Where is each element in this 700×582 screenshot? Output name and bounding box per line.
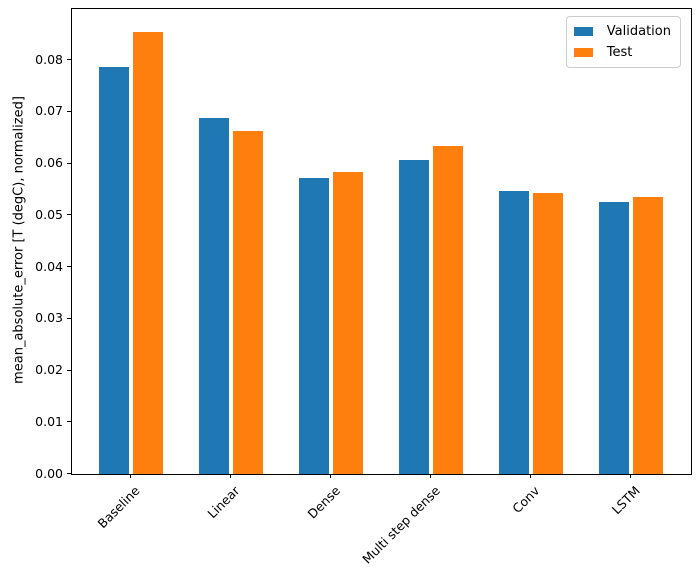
y-tick-mark (67, 162, 71, 164)
bar-validation-lstm (599, 202, 629, 474)
x-tick-mark (630, 474, 631, 478)
bar-test-lstm (633, 197, 663, 474)
legend: Validation Test (565, 16, 681, 68)
x-tick-label-lstm: LSTM (608, 483, 643, 518)
y-tick-mark (67, 473, 71, 474)
y-tick-label: 0.01 (35, 413, 63, 429)
bar-validation-conv (499, 191, 529, 474)
x-tick-label-baseline: Baseline (94, 483, 143, 532)
y-tick-label: 0.07 (35, 103, 63, 119)
bar-test-conv (533, 192, 563, 474)
x-tick-label-conv: Conv (509, 483, 543, 517)
y-tick-mark (67, 266, 71, 268)
y-axis-label: mean_absolute_error [T (degC), normalize… (11, 96, 27, 384)
bar-validation-multi-step-dense (399, 159, 429, 474)
legend-item-validation: Validation (573, 24, 671, 39)
y-tick-label: 0.08 (35, 51, 63, 67)
x-tick-mark (230, 474, 231, 478)
x-tick-label-multi-step-dense: Multi step dense (358, 483, 443, 567)
y-tick-mark (67, 59, 71, 61)
legend-label-validation: Validation (606, 24, 671, 39)
x-tick-label-linear: Linear (204, 483, 243, 522)
bar-test-baseline (133, 32, 163, 474)
y-tick-label: 0.02 (35, 362, 63, 378)
y-tick-label: 0.00 (35, 465, 63, 481)
x-tick-mark (430, 474, 431, 478)
x-tick-mark (330, 474, 331, 478)
bar-validation-linear (199, 118, 229, 474)
y-tick-label: 0.04 (35, 258, 63, 274)
bar-test-linear (233, 130, 263, 474)
legend-swatch-validation (573, 26, 593, 37)
legend-item-test: Test (573, 45, 671, 60)
x-tick-mark (530, 474, 531, 478)
y-tick-mark (67, 110, 71, 112)
y-tick-mark (67, 214, 71, 216)
y-tick-label: 0.06 (35, 155, 63, 171)
bar-test-multi-step-dense (433, 145, 463, 474)
plot-area: Validation Test (71, 8, 692, 475)
x-tick-label-dense: Dense (304, 483, 343, 522)
y-tick-label: 0.05 (35, 206, 63, 222)
y-tick-mark (67, 369, 71, 371)
y-tick-label: 0.03 (35, 310, 63, 326)
bar-validation-baseline (99, 67, 129, 474)
legend-swatch-test (573, 47, 593, 58)
bar-test-dense (333, 171, 363, 474)
y-tick-mark (67, 317, 71, 319)
bar-validation-dense (299, 177, 329, 474)
x-tick-mark (130, 474, 131, 478)
legend-label-test: Test (606, 45, 633, 60)
y-tick-mark (67, 421, 71, 423)
